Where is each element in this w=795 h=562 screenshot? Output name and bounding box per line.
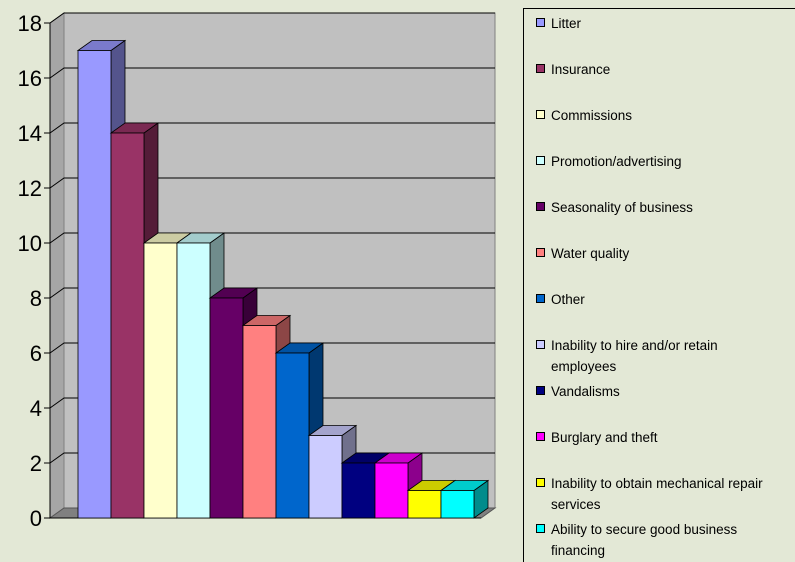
legend-label: Burglary and theft	[551, 430, 658, 445]
bar-front	[440, 490, 475, 519]
legend-swatch	[536, 110, 545, 119]
gridline	[49, 122, 495, 134]
legend-label: Insurance	[551, 62, 611, 77]
bar-front	[308, 435, 343, 519]
gridline	[49, 397, 495, 409]
legend: Litter Insurance Commissions Promotion/adve…	[523, 8, 795, 562]
bar-front	[209, 297, 244, 519]
gridline	[49, 232, 495, 244]
bar-front	[242, 325, 277, 519]
bar	[109, 122, 160, 519]
legend-item: Vandalisms	[536, 381, 776, 402]
y-tick-label: 4	[30, 396, 42, 421]
legend-label: Seasonality of business	[551, 200, 693, 215]
y-tick-label: 2	[30, 451, 42, 476]
legend-item: Litter	[536, 13, 776, 34]
bar-front	[77, 50, 112, 519]
legend-label: Litter	[551, 16, 582, 31]
gridline	[49, 67, 495, 79]
legend-swatch	[536, 524, 545, 533]
bar-front	[275, 352, 310, 519]
legend-swatch	[536, 248, 545, 257]
bar-front	[143, 242, 178, 519]
legend-swatch	[536, 64, 545, 73]
bar-front	[176, 242, 211, 519]
legend-label: Other	[551, 292, 585, 307]
legend-label: Water quality	[551, 246, 630, 261]
legend-item: Inability to obtain mechanical repair se…	[536, 473, 776, 515]
legend-swatch	[536, 432, 545, 441]
bar	[439, 479, 490, 519]
legend-item: Burglary and theft	[536, 427, 776, 448]
legend-item: Other	[536, 289, 776, 310]
legend-label: Promotion/advertising	[551, 154, 682, 169]
gridline	[49, 177, 495, 189]
legend-item: Ability to secure good business financin…	[536, 519, 776, 561]
y-tick-label: 10	[18, 231, 42, 256]
legend-swatch	[536, 294, 545, 303]
bar-front	[374, 462, 409, 519]
legend-swatch	[536, 156, 545, 165]
bar-front	[407, 490, 442, 519]
y-axis-ticks: 0 2 4 6 8 10 12 14 16 18	[18, 11, 50, 531]
bar-front	[341, 462, 376, 519]
legend-label: Commissions	[551, 108, 633, 123]
y-tick-label: 8	[30, 286, 42, 311]
bar-front	[110, 132, 145, 519]
legend-swatch	[536, 18, 545, 27]
legend-swatch	[536, 386, 545, 395]
bar-chart: 0 2 4 6 8 10 12 14 16 18	[18, 11, 497, 531]
y-tick-label: 16	[18, 66, 42, 91]
legend-label: Vandalisms	[551, 384, 620, 399]
y-tick-label: 6	[30, 341, 42, 366]
legend-item: Water quality	[536, 243, 776, 264]
legend-item: Commissions	[536, 105, 776, 126]
gridline	[49, 287, 495, 299]
legend-item: Seasonality of business	[536, 197, 776, 218]
legend-label: Inability to hire and/or retain employee…	[551, 338, 718, 374]
legend-swatch	[536, 478, 545, 487]
gridline	[49, 12, 495, 24]
y-tick-label: 0	[30, 506, 42, 531]
legend-label: Ability to secure good business financin…	[551, 522, 738, 558]
gridline	[49, 342, 495, 354]
legend-label: Inability to obtain mechanical repair se…	[551, 476, 763, 512]
legend-item: Promotion/advertising	[536, 151, 776, 172]
plot-side-wall	[49, 12, 65, 519]
legend-swatch	[536, 202, 545, 211]
y-tick-label: 12	[18, 176, 42, 201]
legend-swatch	[536, 340, 545, 349]
y-tick-label: 18	[18, 11, 42, 36]
legend-item: Insurance	[536, 59, 776, 80]
bars	[76, 39, 490, 519]
legend-item: Inability to hire and/or retain employee…	[536, 335, 776, 377]
y-tick-label: 14	[18, 121, 42, 146]
